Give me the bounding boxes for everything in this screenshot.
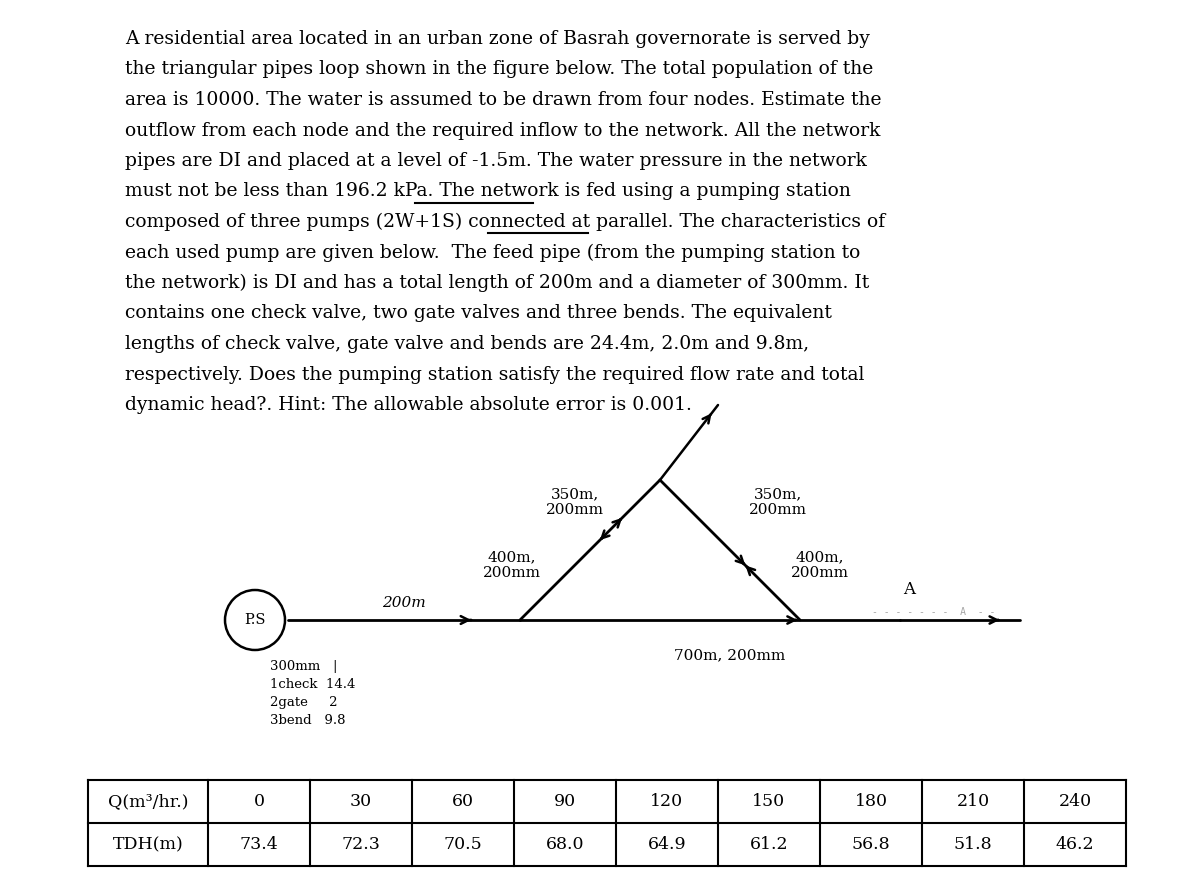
Text: 61.2: 61.2 — [750, 836, 788, 853]
Text: composed of three pumps (2W+1S) connected at parallel. The characteristics of: composed of three pumps (2W+1S) connecte… — [125, 213, 886, 231]
Text: 30: 30 — [350, 793, 372, 810]
Text: - - - - - - -  A  - -: - - - - - - - A - - — [872, 607, 995, 617]
Text: the network) is DI and has a total length of 200m and a diameter of 300mm. It: the network) is DI and has a total lengt… — [125, 274, 869, 293]
Text: A residential area located in an urban zone of Basrah governorate is served by: A residential area located in an urban z… — [125, 30, 870, 48]
Text: 300mm   |: 300mm | — [270, 660, 337, 673]
Text: 350m,
200mm: 350m, 200mm — [546, 487, 604, 517]
Text: 56.8: 56.8 — [852, 836, 890, 853]
Text: 73.4: 73.4 — [240, 836, 278, 853]
Text: 64.9: 64.9 — [648, 836, 686, 853]
Text: 0: 0 — [253, 793, 264, 810]
Text: 240: 240 — [1058, 793, 1092, 810]
Text: 72.3: 72.3 — [342, 836, 380, 853]
Text: 400m,
200mm: 400m, 200mm — [482, 550, 541, 580]
Text: P.S: P.S — [245, 613, 265, 627]
Text: each used pump are given below.  The feed pipe (from the pumping station to: each used pump are given below. The feed… — [125, 244, 860, 262]
Text: 60: 60 — [452, 793, 474, 810]
Text: TDH(m): TDH(m) — [113, 836, 184, 853]
Text: 350m,
200mm: 350m, 200mm — [749, 487, 808, 517]
Text: 120: 120 — [650, 793, 684, 810]
Text: 68.0: 68.0 — [546, 836, 584, 853]
Text: 700m, 200mm: 700m, 200mm — [674, 648, 786, 662]
Text: area is 10000. The water is assumed to be drawn from four nodes. Estimate the: area is 10000. The water is assumed to b… — [125, 91, 882, 109]
Text: pipes are DI and placed at a level of -1.5m. The water pressure in the network: pipes are DI and placed at a level of -1… — [125, 152, 866, 170]
Text: 70.5: 70.5 — [444, 836, 482, 853]
Text: 1check  14.4: 1check 14.4 — [270, 678, 355, 691]
Text: contains one check valve, two gate valves and three bends. The equivalent: contains one check valve, two gate valve… — [125, 305, 832, 322]
Text: 150: 150 — [752, 793, 786, 810]
Text: 2gate     2: 2gate 2 — [270, 696, 337, 709]
Text: 200m: 200m — [382, 596, 426, 610]
Text: 180: 180 — [854, 793, 888, 810]
Text: must not be less than 196.2 kPa. The network is fed using a pumping station: must not be less than 196.2 kPa. The net… — [125, 182, 851, 201]
Text: Q(m³/hr.): Q(m³/hr.) — [108, 793, 188, 810]
Text: dynamic head?. Hint: The allowable absolute error is 0.001.: dynamic head?. Hint: The allowable absol… — [125, 396, 692, 414]
Text: 3bend   9.8: 3bend 9.8 — [270, 714, 346, 727]
Text: lengths of check valve, gate valve and bends are 24.4m, 2.0m and 9.8m,: lengths of check valve, gate valve and b… — [125, 335, 809, 353]
Text: 210: 210 — [956, 793, 990, 810]
Text: 51.8: 51.8 — [954, 836, 992, 853]
Text: 400m,
200mm: 400m, 200mm — [791, 550, 850, 580]
Text: the triangular pipes loop shown in the figure below. The total population of the: the triangular pipes loop shown in the f… — [125, 60, 874, 79]
Text: A: A — [904, 581, 916, 598]
Text: respectively. Does the pumping station satisfy the required flow rate and total: respectively. Does the pumping station s… — [125, 365, 864, 384]
Text: outflow from each node and the required inflow to the network. All the network: outflow from each node and the required … — [125, 122, 881, 139]
Text: 46.2: 46.2 — [1056, 836, 1094, 853]
Text: 90: 90 — [554, 793, 576, 810]
